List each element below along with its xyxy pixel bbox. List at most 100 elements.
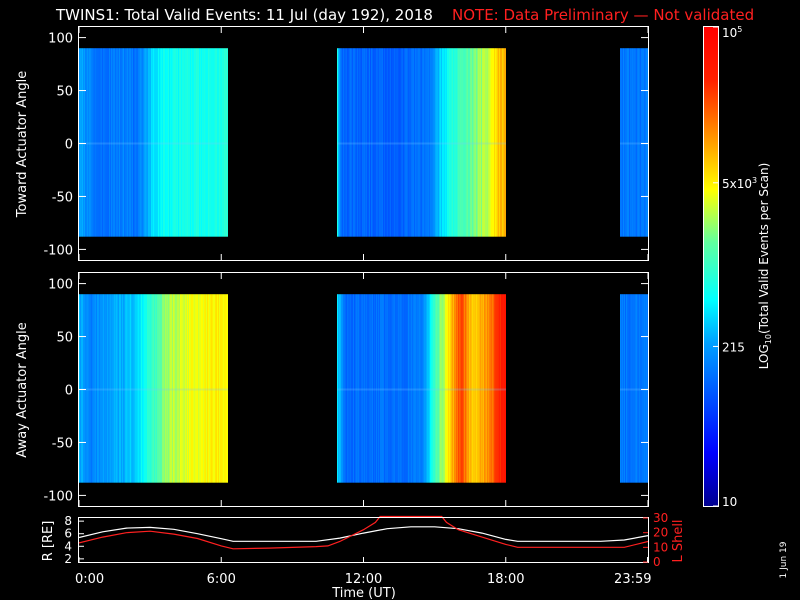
heatmap-column (103, 294, 104, 483)
heatmap-column (181, 294, 182, 483)
heatmap-column (369, 294, 370, 483)
heatmap-column (351, 48, 352, 237)
heatmap-column (492, 48, 493, 237)
heatmap-column (150, 48, 151, 237)
heatmap-column (474, 48, 475, 237)
y-tick-label: 50 (56, 85, 73, 100)
heatmap-column (448, 294, 449, 483)
heatmap-column (217, 48, 218, 237)
heatmap-column (93, 294, 94, 483)
heatmap-column (344, 294, 345, 483)
heatmap-column (453, 294, 454, 483)
heatmap-column (167, 294, 168, 483)
heatmap-column (365, 48, 366, 237)
heatmap-column (502, 294, 503, 483)
heatmap-column (476, 294, 477, 483)
heatmap-column (433, 294, 434, 483)
heatmap-column (111, 294, 112, 483)
heatmap-column (192, 294, 193, 483)
heatmap-column (382, 294, 383, 483)
heatmap-column (91, 294, 92, 483)
heatmap-column (475, 48, 476, 237)
heatmap-column (498, 48, 499, 237)
heatmap-column (376, 294, 377, 483)
heatmap-column (472, 48, 473, 237)
heatmap-column (449, 48, 450, 237)
heatmap-column (399, 294, 400, 483)
date-stamp: 1 Jun 19 (779, 541, 789, 578)
heatmap-column (207, 294, 208, 483)
heatmap-column (345, 294, 346, 483)
heatmap-column (434, 294, 435, 483)
heatmap-column (622, 48, 623, 237)
heatmap-column (95, 48, 96, 237)
y-tick-label: -50 (52, 190, 73, 205)
heatmap-column (427, 48, 428, 237)
heatmap-column (381, 294, 382, 483)
heatmap-column (636, 48, 637, 237)
heatmap-column (489, 48, 490, 237)
heatmap-column (368, 48, 369, 237)
heatmap-column (451, 294, 452, 483)
heatmap-column (166, 294, 167, 483)
heatmap-column (127, 294, 128, 483)
heatmap-column (419, 48, 420, 237)
heatmap-column (452, 294, 453, 483)
heatmap-column (354, 48, 355, 237)
heatmap-column (435, 48, 436, 237)
heatmap-column (493, 294, 494, 483)
heatmap-column (636, 294, 637, 483)
heatmap-column (374, 48, 375, 237)
heatmap-column (94, 48, 95, 237)
heatmap-column (434, 48, 435, 237)
heatmap-column (492, 294, 493, 483)
heatmap-column (134, 48, 135, 237)
heatmap-column (81, 48, 82, 237)
heatmap-column (123, 294, 124, 483)
heatmap-column (620, 48, 621, 237)
heatmap-column (433, 48, 434, 237)
heatmap-column (370, 294, 371, 483)
heatmap-column (393, 48, 394, 237)
heatmap-column (220, 48, 221, 237)
heatmap-column (203, 48, 204, 237)
heatmap-column (107, 48, 108, 237)
heatmap-column (633, 294, 634, 483)
heatmap-column (187, 48, 188, 237)
heatmap-column (359, 48, 360, 237)
heatmap-column (149, 294, 150, 483)
heatmap-column (79, 48, 80, 237)
heatmap-column (389, 48, 390, 237)
heatmap-column (402, 294, 403, 483)
heatmap-column (405, 294, 406, 483)
heatmap-column (153, 294, 154, 483)
heatmap-column (646, 48, 647, 237)
heatmap-column (82, 294, 83, 483)
heatmap-column (223, 294, 224, 483)
heatmap-column (157, 294, 158, 483)
heatmap-column (377, 294, 378, 483)
heatmap-column (149, 48, 150, 237)
heatmap-column (185, 48, 186, 237)
heatmap-column (119, 294, 120, 483)
heatmap-column (414, 294, 415, 483)
heatmap-column (467, 48, 468, 237)
heatmap-column (412, 48, 413, 237)
heatmap-column (155, 48, 156, 237)
heatmap-column (498, 294, 499, 483)
heatmap-column (456, 48, 457, 237)
heatmap-column (165, 294, 166, 483)
heatmap-column (160, 48, 161, 237)
heatmap-column (496, 48, 497, 237)
heatmap-column (157, 48, 158, 237)
heatmap-column (479, 48, 480, 237)
heatmap-column (467, 294, 468, 483)
heatmap-column (637, 48, 638, 237)
heatmap-column (447, 48, 448, 237)
heatmap-column (392, 294, 393, 483)
heatmap-column (140, 48, 141, 237)
heatmap-column (395, 48, 396, 237)
y-tick-label: 0 (65, 138, 73, 153)
heatmap-column (478, 294, 479, 483)
heatmap-column (86, 294, 87, 483)
